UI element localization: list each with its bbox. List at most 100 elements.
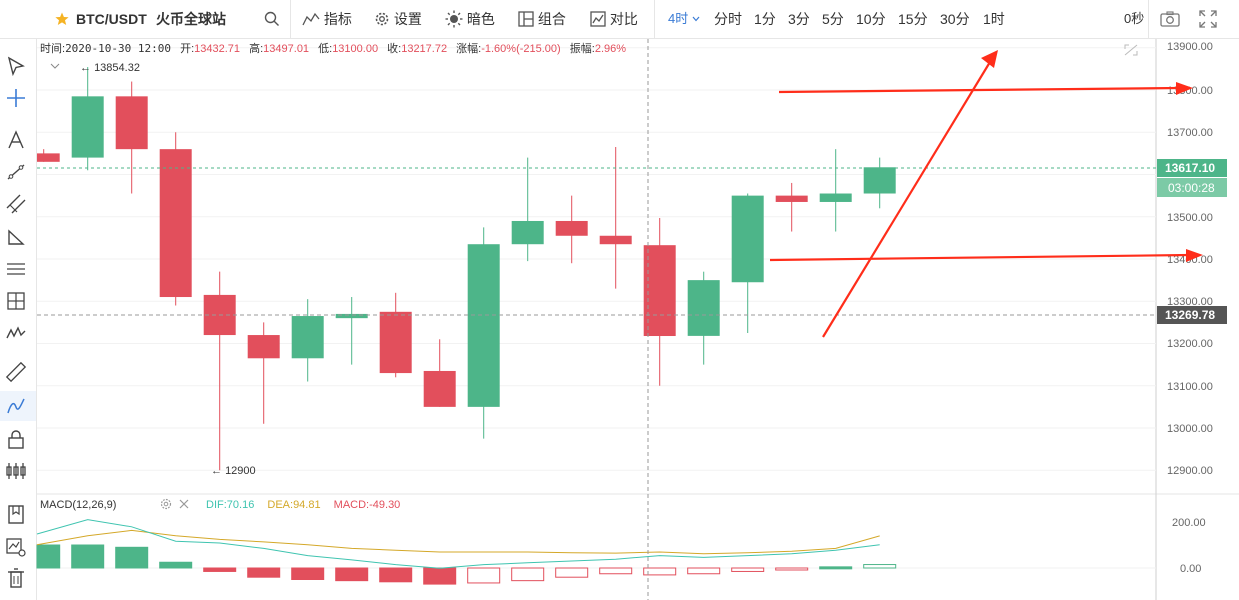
dea-label: DEA: (267, 499, 293, 511)
interval-1h[interactable]: 1时 (983, 11, 1005, 27)
gear-icon (375, 12, 389, 26)
interval-15m[interactable]: 15分 (898, 11, 928, 27)
macd-values: DIF:70.16 DEA:94.81 MACD:-49.30 (206, 499, 400, 511)
chevron-down-icon (692, 16, 700, 22)
indicators-icon (302, 12, 320, 26)
compare-button[interactable]: 对比 (590, 0, 638, 38)
macd-bar (335, 567, 369, 582)
brush-tool[interactable] (0, 391, 36, 421)
triangle-icon (8, 229, 25, 245)
indicators-label: 指标 (323, 11, 352, 27)
price-tick: 13300.00 (1167, 296, 1213, 308)
combo-button[interactable]: 组合 (518, 0, 566, 38)
high-marker: ← 13854.32 (80, 62, 140, 74)
dea-value: 94.81 (293, 499, 321, 511)
interval-10m[interactable]: 10分 (856, 11, 886, 27)
crosshair-tool[interactable] (0, 83, 36, 113)
indicator-manage-tool[interactable] (0, 532, 36, 562)
interval-1m[interactable]: 1分 (754, 11, 776, 27)
last-price-value: 13617.10 (1165, 161, 1215, 175)
candle-body (159, 149, 192, 298)
high-label: 高: (249, 41, 263, 55)
grid-tool[interactable] (0, 286, 36, 316)
change-label: 涨幅: (456, 42, 481, 55)
dif-value: 70.16 (227, 499, 255, 511)
interval-5m[interactable]: 5分 (822, 11, 844, 27)
grid-icon (7, 292, 25, 310)
macd-title: MACD(12,26,9) (40, 499, 116, 511)
bookmark-tool[interactable] (0, 499, 36, 529)
candle-body (203, 294, 236, 336)
drawing-toolbar (0, 39, 37, 600)
visibility-tool[interactable] (0, 456, 36, 486)
macd-label: MACD: (334, 499, 369, 511)
dif-line (36, 519, 880, 569)
delete-tool[interactable] (0, 563, 36, 593)
interval-selector[interactable]: 4时 (668, 0, 700, 38)
annotation-arrow-lower[interactable] (769, 253, 1191, 262)
wave-tool[interactable] (0, 318, 36, 348)
expand-icon[interactable] (1124, 44, 1138, 56)
symbol-name[interactable]: BTC/USDT (76, 11, 147, 27)
fibonacci-tool[interactable] (0, 254, 36, 284)
settings-button[interactable]: 设置 (374, 0, 422, 38)
info-bar: 时间:2020-10-30 12:00 开:13432.71 高:13497.0… (40, 41, 626, 55)
ruler-tool[interactable] (0, 357, 36, 387)
theme-button[interactable]: 暗色 (445, 0, 495, 38)
combo-label: 组合 (537, 11, 566, 27)
candle-body (37, 153, 60, 162)
toolbar-divider (290, 0, 291, 38)
macd-tick: 0.00 (1180, 563, 1201, 575)
candle-body (555, 220, 588, 236)
channel-tool[interactable] (0, 189, 36, 219)
candle-body (467, 244, 500, 407)
annotation-arrowhead (1186, 249, 1203, 262)
search-icon[interactable] (264, 0, 280, 38)
macd-value: -49.30 (369, 499, 400, 511)
camera-icon[interactable] (1160, 0, 1180, 38)
indicators-button[interactable]: 指标 (302, 0, 352, 38)
interval-fenshi[interactable]: 分时 (714, 11, 742, 27)
cursor-tool[interactable] (0, 51, 36, 81)
interval-3m[interactable]: 3分 (788, 11, 810, 27)
macd-tick: 200.00 (1172, 517, 1206, 529)
countdown-value: 03:00:28 (1168, 181, 1215, 195)
macd-bar (467, 567, 501, 584)
macd-legend: MACD(12,26,9) (40, 499, 116, 511)
macd-bar (291, 567, 325, 580)
crosshair-icon (7, 89, 25, 107)
candle-body (511, 220, 544, 245)
price-tick: 13800.00 (1167, 85, 1213, 97)
trash-icon (8, 568, 24, 588)
macd-bar (379, 567, 413, 583)
macd-close-icon[interactable] (179, 499, 189, 509)
exchange-name[interactable]: 火币全球站 (156, 11, 226, 27)
low-label: 低: (318, 42, 332, 55)
trendline-tool[interactable] (0, 157, 36, 187)
compare-label: 对比 (609, 11, 638, 27)
price-tick: 12900.00 (1167, 465, 1213, 477)
annotation-arrow-up[interactable] (822, 61, 991, 338)
candles-icon (6, 463, 26, 479)
macd-settings-icon[interactable] (160, 498, 172, 510)
macd-bar (731, 567, 765, 572)
candle-body (643, 245, 676, 337)
lock-tool[interactable] (0, 424, 36, 454)
user-drawing-annotations[interactable] (769, 50, 1203, 338)
favorite-star-icon[interactable] (55, 0, 69, 38)
macd-bar (203, 567, 237, 572)
channel-icon (6, 194, 26, 214)
candle-body (423, 370, 456, 407)
macd-bar (863, 564, 897, 569)
amplitude-value: 2.96% (595, 43, 626, 55)
text-tool[interactable] (0, 125, 36, 155)
interval-30m[interactable]: 30分 (940, 11, 970, 27)
annotation-arrow-upper[interactable] (778, 86, 1181, 94)
close-label: 收: (387, 41, 401, 55)
triangle-tool[interactable] (0, 222, 36, 252)
macd-bar (775, 567, 809, 571)
fullscreen-icon[interactable] (1199, 0, 1217, 38)
collapse-chevron-icon[interactable] (50, 63, 60, 69)
macd-bar (555, 567, 589, 578)
